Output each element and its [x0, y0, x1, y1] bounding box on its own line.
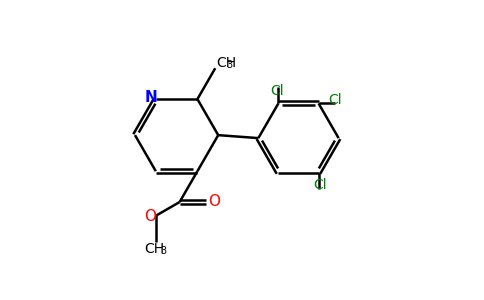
Text: 3: 3 [227, 60, 233, 70]
Text: Cl: Cl [328, 93, 342, 107]
Text: Cl: Cl [313, 178, 327, 192]
Text: N: N [145, 90, 157, 105]
Text: Cl: Cl [270, 84, 284, 98]
Text: O: O [208, 194, 220, 209]
Text: O: O [144, 208, 156, 224]
Text: CH: CH [144, 242, 164, 256]
Text: 3: 3 [160, 246, 166, 256]
Text: CH: CH [217, 56, 237, 70]
